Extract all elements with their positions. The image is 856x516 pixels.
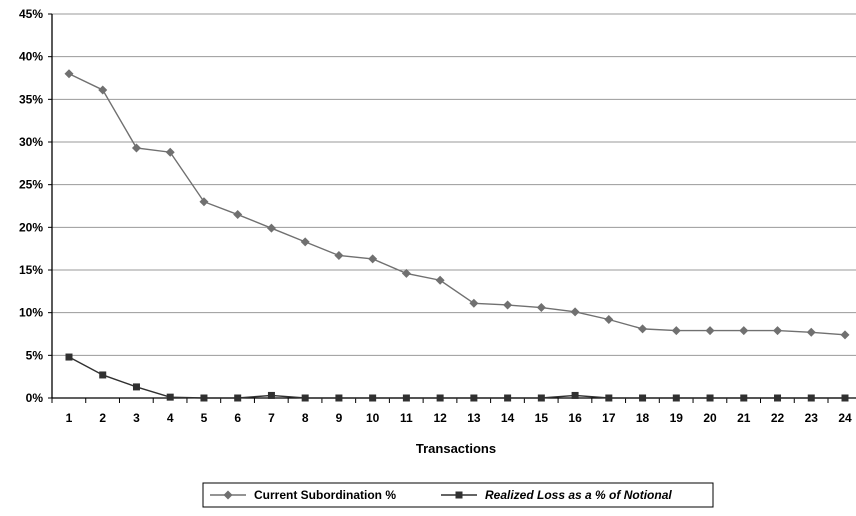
x-tick-label: 4 [167,411,174,425]
square-marker [639,394,647,402]
square-marker [672,394,680,402]
x-tick-label: 16 [568,411,582,425]
x-tick-label: 10 [366,411,380,425]
square-marker [200,394,208,402]
square-marker [841,394,849,402]
diamond-marker [98,85,108,95]
diamond-marker [806,327,816,337]
gridlines [52,13,856,356]
diamond-marker [131,143,141,153]
diamond-marker [334,250,344,260]
diamond-marker [64,69,74,79]
x-tick-label: 21 [737,411,751,425]
x-tick-label: 22 [771,411,785,425]
diamond-marker [469,298,479,308]
square-marker [455,491,463,499]
x-tick-label: 6 [234,411,241,425]
legend-label: Realized Loss as a % of Notional [485,488,672,502]
diamond-marker [165,147,175,157]
y-tick-label: 15% [19,263,43,277]
diamond-marker [638,324,648,334]
diamond-marker [773,326,783,336]
square-marker [335,394,343,402]
square-marker [234,394,242,402]
x-tick-label: 1 [66,411,73,425]
square-marker [402,394,410,402]
square-marker [369,394,377,402]
y-tick-label: 5% [26,348,44,362]
y-tick-label: 25% [19,178,43,192]
square-marker [605,394,613,402]
square-marker [99,371,107,379]
y-tick-label: 0% [26,391,44,405]
x-tick-label: 7 [268,411,275,425]
square-marker [706,394,714,402]
square-marker [740,394,748,402]
y-tick-label: 20% [19,220,43,234]
series-line [68,356,845,399]
x-tick-label: 2 [99,411,106,425]
square-marker [65,353,73,361]
x-tick-label: 23 [805,411,819,425]
x-tick-label: 9 [336,411,343,425]
legend: Current Subordination % Realized Loss as … [202,482,714,508]
square-marker [504,394,512,402]
square-marker [436,394,444,402]
series-layer [64,69,850,402]
series-1 [64,69,850,340]
x-tick-label: 19 [670,411,684,425]
diamond-marker [266,223,276,233]
y-tick-label: 40% [19,50,43,64]
x-tick-label: 8 [302,411,309,425]
square-marker [571,391,579,399]
diamond-marker [739,326,749,336]
x-tick-label: 14 [501,411,515,425]
x-tick-label: 18 [636,411,650,425]
x-tick-label: 17 [602,411,616,425]
diamond-marker [536,303,546,313]
x-tick-label: 24 [838,411,852,425]
square-marker [470,394,478,402]
x-axis-ticks: 1 2 3 4 5 6 7 8 9 10 11 12 13 14 15 16 17 18 19 20 21 22 23 24 [51,398,852,425]
x-axis-label: Transactions [416,441,496,456]
x-tick-label: 12 [433,411,447,425]
diamond-marker [570,307,580,317]
legend-label: Current Subordination % [254,488,396,502]
series-line [68,73,846,336]
diamond-marker [840,330,850,340]
diamond-marker [199,197,209,207]
square-marker [166,393,174,401]
x-tick-label: 13 [467,411,481,425]
square-marker [267,391,275,399]
diamond-marker [671,326,681,336]
series-2 [65,353,849,402]
square-marker [537,394,545,402]
x-tick-label: 20 [703,411,717,425]
y-tick-label: 30% [19,135,43,149]
y-tick-label: 10% [19,306,43,320]
diamond-marker [223,490,233,500]
square-marker [774,394,782,402]
y-tick-label: 45% [19,7,43,21]
y-axis-ticks: 0% 5% 10% 15% 20% 25% 30% 35% 40% 45% [19,7,52,405]
diamond-marker [435,275,445,285]
y-tick-label: 35% [19,92,43,106]
diamond-marker [705,326,715,336]
x-tick-label: 15 [535,411,549,425]
diamond-marker [368,254,378,264]
diamond-marker [401,268,411,278]
square-marker [807,394,815,402]
diamond-marker [233,210,243,220]
square-marker [301,394,309,402]
x-tick-label: 11 [400,411,413,425]
diamond-marker [604,314,614,324]
x-tick-label: 5 [201,411,208,425]
x-tick-label: 3 [133,411,140,425]
diamond-marker [300,237,310,247]
axes [51,14,856,399]
diamond-marker [503,300,513,310]
square-marker [132,383,140,391]
